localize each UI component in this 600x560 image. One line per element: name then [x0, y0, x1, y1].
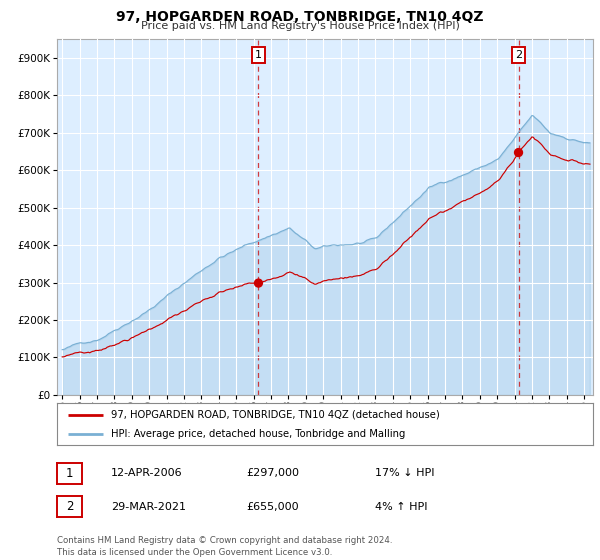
- Text: 4% ↑ HPI: 4% ↑ HPI: [375, 502, 427, 512]
- Text: 2: 2: [66, 500, 73, 514]
- Text: 2: 2: [515, 50, 522, 60]
- Point: [254, 278, 263, 287]
- Text: 97, HOPGARDEN ROAD, TONBRIDGE, TN10 4QZ (detached house): 97, HOPGARDEN ROAD, TONBRIDGE, TN10 4QZ …: [110, 410, 439, 420]
- Text: Price paid vs. HM Land Registry's House Price Index (HPI): Price paid vs. HM Land Registry's House …: [140, 21, 460, 31]
- Text: 97, HOPGARDEN ROAD, TONBRIDGE, TN10 4QZ: 97, HOPGARDEN ROAD, TONBRIDGE, TN10 4QZ: [116, 10, 484, 24]
- Text: HPI: Average price, detached house, Tonbridge and Malling: HPI: Average price, detached house, Tonb…: [110, 430, 405, 439]
- Text: 29-MAR-2021: 29-MAR-2021: [111, 502, 186, 512]
- Text: Contains HM Land Registry data © Crown copyright and database right 2024.
This d: Contains HM Land Registry data © Crown c…: [57, 536, 392, 557]
- Text: 1: 1: [255, 50, 262, 60]
- Point: [514, 148, 523, 157]
- Text: 1: 1: [66, 466, 73, 480]
- Text: 12-APR-2006: 12-APR-2006: [111, 468, 182, 478]
- Text: £297,000: £297,000: [246, 468, 299, 478]
- Text: 17% ↓ HPI: 17% ↓ HPI: [375, 468, 434, 478]
- Text: £655,000: £655,000: [246, 502, 299, 512]
